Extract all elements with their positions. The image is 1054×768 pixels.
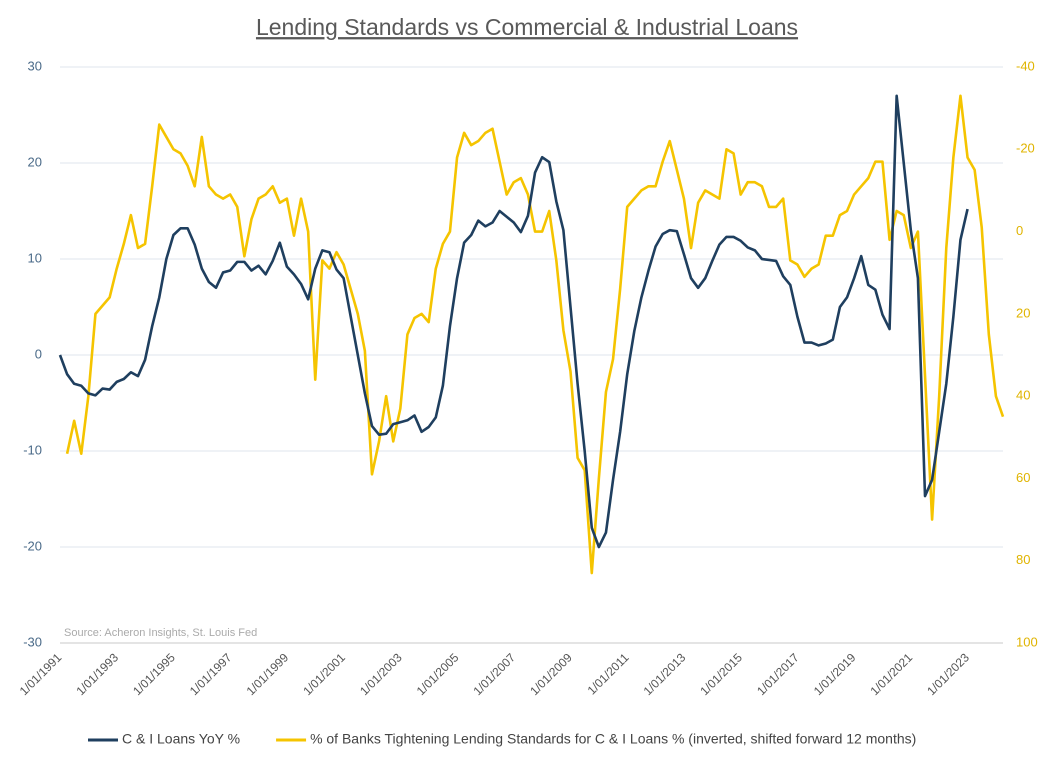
x-tick-label: 1/01/2019: [811, 650, 859, 698]
x-tick-label: 1/01/1997: [187, 650, 235, 698]
y-tick-label: -30: [23, 634, 42, 649]
series-line: [58, 94, 969, 549]
x-tick-label: 1/01/2017: [754, 650, 802, 698]
y2-tick-label: 100: [1016, 634, 1038, 649]
x-tick-label: 1/01/2015: [697, 650, 745, 698]
y2-tick-label: 80: [1016, 552, 1030, 567]
chart-title: Lending Standards vs Commercial & Indust…: [256, 14, 798, 40]
y-tick-label: 30: [28, 58, 42, 73]
x-tick-label: 1/01/2003: [357, 650, 405, 698]
y2-tick-label: -20: [1016, 141, 1035, 156]
x-tick-label: 1/01/1991: [17, 650, 65, 698]
legend-label: % of Banks Tightening Lending Standards …: [310, 731, 916, 747]
y-tick-label: 0: [35, 346, 42, 361]
x-tick-label: 1/01/2005: [414, 650, 462, 698]
y-tick-label: -20: [23, 538, 42, 553]
source-note: Source: Acheron Insights, St. Louis Fed: [64, 627, 257, 639]
x-tick-label: 1/01/2021: [868, 650, 916, 698]
y2-tick-label: 60: [1016, 470, 1030, 485]
x-tick-label: 1/01/2023: [924, 650, 972, 698]
y-tick-label: -10: [23, 442, 42, 457]
x-tick-label: 1/01/2001: [300, 650, 348, 698]
y2-tick-label: 0: [1016, 223, 1023, 238]
x-tick-label: 1/01/1993: [73, 650, 121, 698]
y2-tick-label: 40: [1016, 388, 1030, 403]
legend-label: C & I Loans YoY %: [122, 731, 240, 747]
series-line: [65, 94, 1005, 575]
x-tick-label: 1/01/2009: [527, 650, 575, 698]
x-tick-label: 1/01/2011: [585, 650, 632, 697]
x-tick-label: 1/01/2013: [641, 650, 689, 698]
x-tick-label: 1/01/1995: [130, 650, 178, 698]
x-tick-label: 1/01/2007: [470, 650, 518, 698]
x-tick-label: 1/01/1999: [244, 650, 292, 698]
y-tick-label: 20: [28, 154, 42, 169]
y-tick-label: 10: [28, 250, 42, 265]
y2-tick-label: -40: [1016, 58, 1035, 73]
y2-tick-label: 20: [1016, 305, 1030, 320]
